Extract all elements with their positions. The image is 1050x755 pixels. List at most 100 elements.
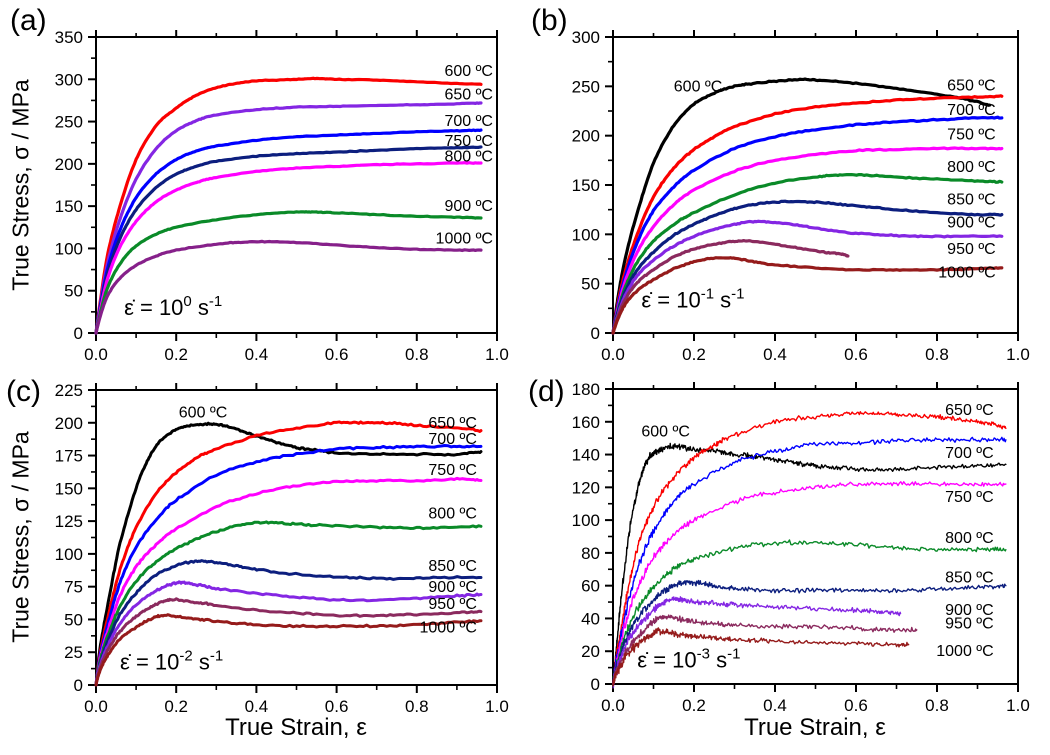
panel-a-letter: (a) bbox=[10, 4, 47, 37]
curve-label-c-850C: 850 ºC bbox=[428, 558, 477, 575]
x-tick-label: 1.0 bbox=[1006, 696, 1030, 715]
x-tick-label: 1.0 bbox=[1006, 345, 1030, 364]
curve-c-850C bbox=[94, 559, 483, 687]
curve-d-1000C bbox=[612, 627, 910, 687]
x-axis-title-c: True Strain, ε bbox=[225, 714, 367, 741]
curve-label-b-1000C: 1000 ºC bbox=[938, 265, 995, 282]
panel-a: 0.0 0.2 0.4 0.6 0.8 1.0 0 50 100 150 200 250 300 350 6… bbox=[55, 28, 509, 364]
y-tick-label: 50 bbox=[581, 275, 600, 294]
y-tick-label: 180 bbox=[572, 380, 600, 399]
curve-c-800C bbox=[94, 520, 483, 687]
y-tick-label: 0 bbox=[591, 324, 600, 343]
curve-d-600C bbox=[612, 442, 1007, 686]
curve-label-c-950C: 950 ºC bbox=[428, 596, 477, 613]
x-tick-label: 0.6 bbox=[844, 345, 868, 364]
curve-a-800C bbox=[94, 161, 483, 335]
x-tick-label: 0.4 bbox=[245, 697, 269, 716]
y-tick-label: 125 bbox=[55, 512, 83, 531]
y-tick-label: 140 bbox=[572, 446, 600, 465]
y-axis-title-a: True Stress, σ / MPa bbox=[7, 79, 34, 291]
curve-c-900C bbox=[94, 580, 483, 687]
y-tick-label: 250 bbox=[55, 113, 83, 132]
curve-b-950C bbox=[611, 238, 850, 335]
curve-c-750C bbox=[94, 476, 483, 687]
strain-rate-annotation-d: ε̇ = 10-3 s-1 bbox=[637, 646, 740, 673]
y-tick-label: 150 bbox=[572, 176, 600, 195]
curve-c-1000C bbox=[94, 613, 483, 687]
y-tick-label: 350 bbox=[55, 28, 83, 47]
curve-label-c-750C: 750 ºC bbox=[428, 462, 477, 479]
x-tick-label: 0.8 bbox=[925, 696, 949, 715]
y-tick-label: 0 bbox=[74, 676, 83, 695]
x-tick-label: 0.6 bbox=[325, 697, 349, 716]
curve-label-c-650C: 650 ºC bbox=[428, 415, 477, 432]
y-tick-label: 100 bbox=[55, 545, 83, 564]
strain-rate-annotation-c: ε̇ = 10-2 s-1 bbox=[120, 647, 223, 674]
curve-label-d-850C: 850 ºC bbox=[945, 569, 994, 586]
curve-b-750C bbox=[611, 146, 1004, 335]
curve-label-d-600C: 600 ºC bbox=[641, 424, 690, 441]
curve-label-d-800C: 800 ºC bbox=[945, 530, 994, 547]
curve-b-900C bbox=[611, 219, 1004, 335]
y-tick-label: 300 bbox=[55, 70, 83, 89]
curve-label-b-750C: 750 ºC bbox=[947, 127, 996, 144]
x-tick-label: 0.8 bbox=[405, 345, 429, 364]
x-tick-label: 0.0 bbox=[601, 345, 625, 364]
curve-label-b-700C: 700 ºC bbox=[947, 102, 996, 119]
curve-label-b-850C: 850 ºC bbox=[947, 192, 996, 209]
curve-b-600C bbox=[611, 77, 992, 335]
curve-a-750C bbox=[94, 145, 483, 335]
curve-label-d-650C: 650 ºC bbox=[945, 402, 994, 419]
panel-d: 0.0 0.2 0.4 0.6 0.8 1.0 0 20 40 60 80 100 120 140 160 1… bbox=[572, 380, 1030, 715]
curve-label-d-950C: 950 ºC bbox=[945, 615, 994, 632]
curve-label-b-650C: 650 ºC bbox=[947, 77, 996, 94]
curve-d-850C bbox=[612, 579, 1007, 689]
x-tick-label: 0.0 bbox=[601, 696, 625, 715]
y-tick-label: 300 bbox=[572, 28, 600, 47]
curve-a-600C bbox=[94, 76, 483, 335]
curve-c-600C bbox=[94, 421, 483, 687]
y-tick-label: 75 bbox=[64, 578, 83, 597]
curve-label-c-1000C: 1000 ºC bbox=[420, 620, 477, 637]
y-tick-label: 50 bbox=[64, 282, 83, 301]
curve-label-c-700C: 700 ºC bbox=[428, 431, 477, 448]
y-tick-label: 100 bbox=[55, 239, 83, 258]
y-tick-label: 120 bbox=[572, 478, 600, 497]
x-tick-label: 0.6 bbox=[844, 696, 868, 715]
y-tick-label: 0 bbox=[74, 324, 83, 343]
curve-a-1000C bbox=[94, 239, 483, 335]
curve-label-a-800C: 800 ºC bbox=[444, 148, 493, 165]
x-tick-label: 0.2 bbox=[682, 345, 706, 364]
x-tick-label: 0.6 bbox=[325, 345, 349, 364]
x-tick-label: 0.4 bbox=[763, 696, 787, 715]
curve-a-900C bbox=[94, 210, 483, 335]
panel-c-letter: (c) bbox=[6, 375, 41, 408]
y-tick-label: 100 bbox=[572, 225, 600, 244]
x-tick-label: 0.0 bbox=[84, 697, 108, 716]
x-tick-label: 0.4 bbox=[763, 345, 787, 364]
curve-b-850C bbox=[611, 199, 1004, 335]
curve-d-800C bbox=[612, 539, 1007, 687]
y-tick-label: 100 bbox=[572, 511, 600, 530]
curve-label-c-900C: 900 ºC bbox=[428, 579, 477, 596]
curve-d-750C bbox=[612, 481, 1007, 687]
curve-label-a-1000C: 1000 ºC bbox=[436, 230, 493, 247]
curve-c-700C bbox=[94, 444, 483, 687]
curve-d-700C bbox=[612, 436, 1007, 688]
curve-c-650C bbox=[94, 420, 483, 687]
curve-a-650C bbox=[94, 101, 483, 335]
panel-c: 0.0 0.2 0.4 0.6 0.8 1.0 0 25 50 75 100 125 150 175 200… bbox=[55, 381, 509, 716]
curve-label-b-800C: 800 ºC bbox=[947, 159, 996, 176]
x-tick-label: 0.2 bbox=[164, 345, 188, 364]
x-tick-label: 0.4 bbox=[245, 345, 269, 364]
curve-label-b-600C: 600 ºC bbox=[674, 78, 723, 95]
curve-label-c-600C: 600 ºC bbox=[179, 405, 228, 422]
curve-d-650C bbox=[612, 411, 1007, 689]
strain-rate-annotation-b: ε̇ = 10-1 s-1 bbox=[641, 285, 744, 312]
panel-b-letter: (b) bbox=[531, 4, 568, 37]
x-axis-title-d: True Strain, ε bbox=[744, 714, 886, 741]
x-tick-label: 1.0 bbox=[485, 345, 509, 364]
curve-label-b-900C: 900 ºC bbox=[947, 214, 996, 231]
